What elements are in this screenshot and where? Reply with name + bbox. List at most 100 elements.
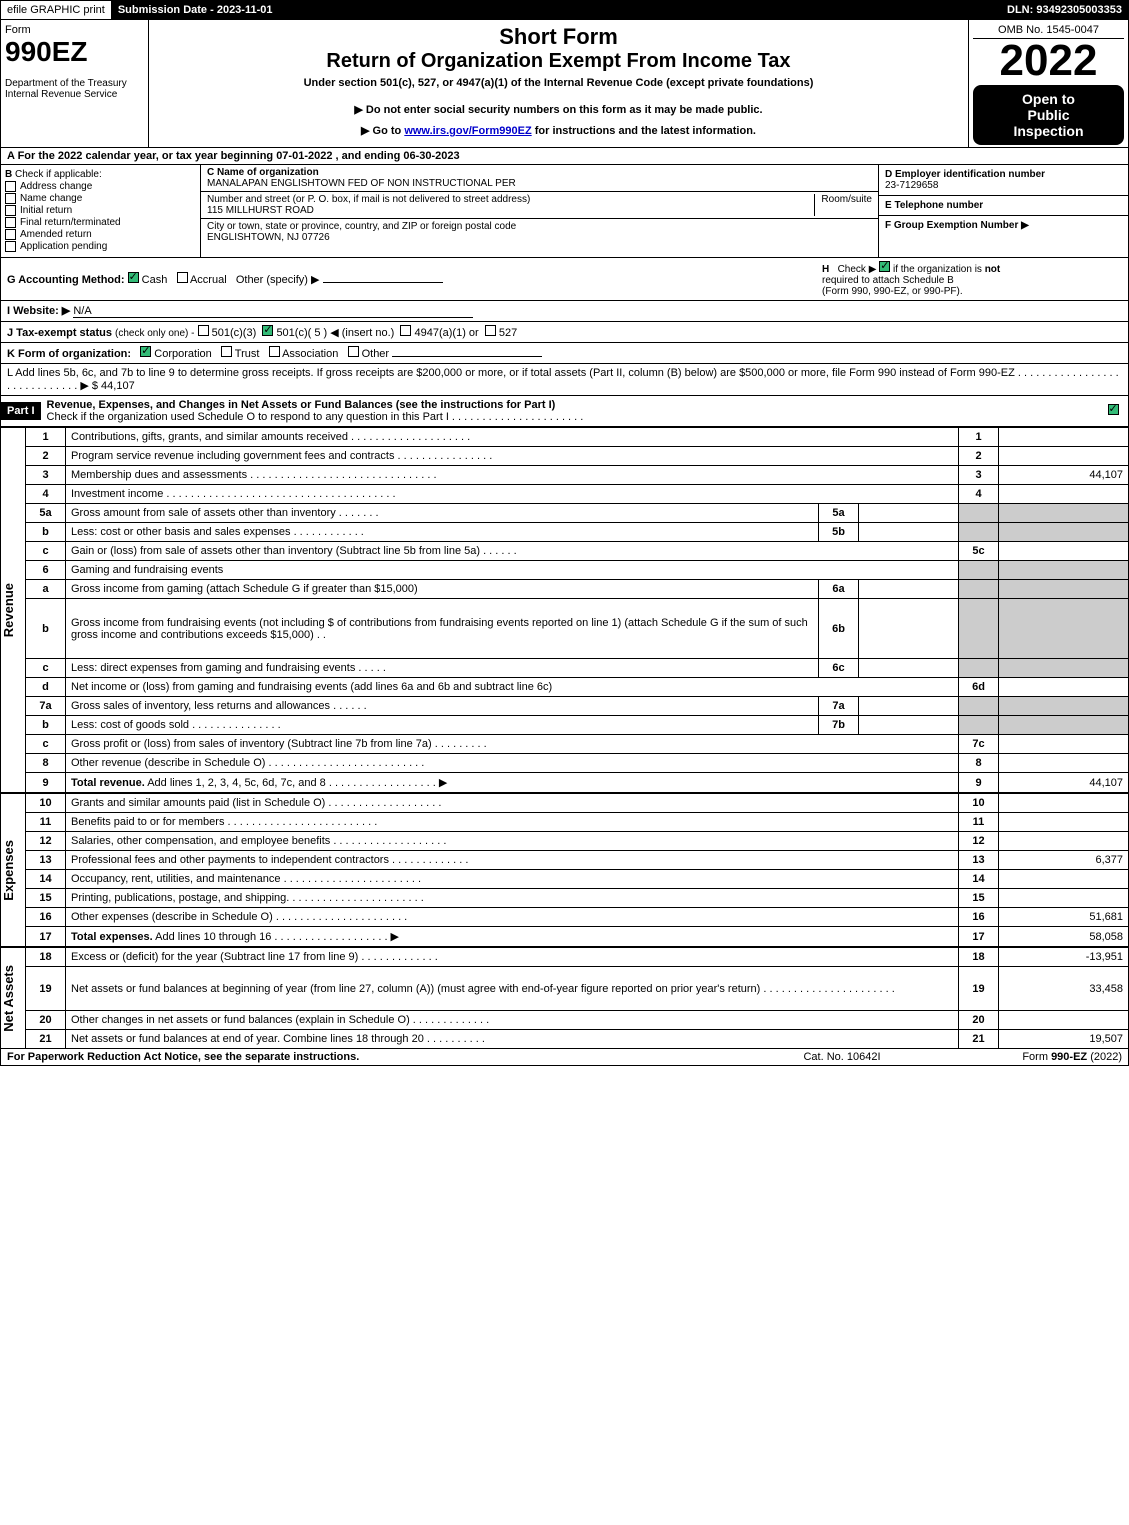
amount-shaded — [999, 561, 1129, 580]
sub-line-number: 7b — [819, 716, 859, 735]
city-label: City or town, state or province, country… — [207, 221, 872, 232]
ein-value: 23-7129658 — [885, 180, 1122, 191]
line-ref: 2 — [959, 447, 999, 466]
line-amount — [999, 447, 1129, 466]
cb-501c3[interactable] — [198, 325, 209, 336]
part1-check[interactable] — [1098, 401, 1128, 421]
line-ref: 16 — [959, 908, 999, 927]
line-amount — [999, 542, 1129, 561]
line-amount: 58,058 — [999, 927, 1129, 947]
cb-initial-return[interactable]: Initial return — [5, 205, 196, 216]
h-text3: required to attach Schedule B — [822, 275, 954, 286]
top-bar: efile GRAPHIC print Submission Date - 20… — [0, 0, 1129, 20]
cb-final-return[interactable]: Final return/terminated — [5, 217, 196, 228]
line-desc: Professional fees and other payments to … — [66, 851, 959, 870]
line-number: 16 — [26, 908, 66, 927]
table-row: bLess: cost or other basis and sales exp… — [1, 523, 1129, 542]
line-number: 3 — [26, 466, 66, 485]
table-row: 5aGross amount from sale of assets other… — [1, 504, 1129, 523]
line-amount — [999, 678, 1129, 697]
subtitle: Under section 501(c), 527, or 4947(a)(1)… — [157, 77, 960, 89]
inspection-line3: Inspection — [979, 123, 1118, 139]
part1-content: Revenue, Expenses, and Changes in Net As… — [41, 396, 1098, 426]
footer-form-post: (2022) — [1087, 1051, 1122, 1063]
other-blank[interactable] — [323, 282, 443, 283]
table-row: dNet income or (loss) from gaming and fu… — [1, 678, 1129, 697]
cb-schedule-b[interactable] — [879, 261, 890, 272]
section-bcdef: B Check if applicable: Address change Na… — [0, 165, 1129, 258]
i-label: I Website: ▶ — [7, 305, 70, 317]
org-name-cell: C Name of organization MANALAPAN ENGLISH… — [201, 165, 878, 192]
cb-label: Initial return — [20, 205, 72, 216]
line-number: d — [26, 678, 66, 697]
cb-other-org[interactable] — [348, 346, 359, 357]
addr-label: Number and street (or P. O. box, if mail… — [207, 194, 530, 205]
cb-name-change[interactable]: Name change — [5, 193, 196, 204]
line-desc: Other revenue (describe in Schedule O) .… — [66, 754, 959, 773]
cb-amended-return[interactable]: Amended return — [5, 229, 196, 240]
table-row: bGross income from fundraising events (n… — [1, 599, 1129, 659]
line-ref-shaded — [959, 697, 999, 716]
note1: ▶ Do not enter social security numbers o… — [157, 103, 960, 116]
line-number: c — [26, 659, 66, 678]
opt-assoc: Association — [282, 348, 338, 360]
line-desc: Other changes in net assets or fund bala… — [66, 1011, 959, 1030]
line-amount: 19,507 — [999, 1030, 1129, 1049]
cb-association[interactable] — [269, 346, 280, 357]
h-text2: if the organization is — [893, 264, 985, 275]
cb-accrual[interactable] — [177, 272, 188, 283]
line-desc: Less: direct expenses from gaming and fu… — [66, 659, 819, 678]
line-amount — [999, 794, 1129, 813]
website-value: N/A — [73, 305, 473, 318]
table-row: 16Other expenses (describe in Schedule O… — [1, 908, 1129, 927]
line-desc: Total revenue. Add lines 1, 2, 3, 4, 5c,… — [66, 773, 959, 793]
group-label: F Group Exemption Number ▶ — [885, 220, 1029, 231]
amount-shaded — [999, 716, 1129, 735]
table-row: 20Other changes in net assets or fund ba… — [1, 1011, 1129, 1030]
line-ref: 21 — [959, 1030, 999, 1049]
table-row: 8Other revenue (describe in Schedule O) … — [1, 754, 1129, 773]
cb-cash[interactable] — [128, 272, 139, 283]
cb-trust[interactable] — [221, 346, 232, 357]
sub-line-value — [859, 716, 959, 735]
line-desc: Occupancy, rent, utilities, and maintena… — [66, 870, 959, 889]
opt-corp: Corporation — [154, 348, 211, 360]
expenses-table: Expenses10Grants and similar amounts pai… — [0, 793, 1129, 947]
line-number: 5a — [26, 504, 66, 523]
cb-4947[interactable] — [400, 325, 411, 336]
topbar-spacer — [280, 1, 1002, 19]
line-amount: 44,107 — [999, 466, 1129, 485]
line-number: 4 — [26, 485, 66, 504]
h-text4: (Form 990, 990-EZ, or 990-PF). — [822, 286, 963, 297]
cb-address-change[interactable]: Address change — [5, 181, 196, 192]
efile-label[interactable]: efile GRAPHIC print — [1, 1, 112, 19]
amount-shaded — [999, 697, 1129, 716]
vertical-section-label: Expenses — [1, 794, 26, 947]
dln-label: DLN: 93492305003353 — [1001, 1, 1128, 19]
header-center: Short Form Return of Organization Exempt… — [149, 20, 968, 147]
cb-527[interactable] — [485, 325, 496, 336]
opt-cash: Cash — [142, 274, 168, 286]
vertical-section-label: Net Assets — [1, 948, 26, 1049]
cb-label: Final return/terminated — [20, 217, 121, 228]
row-i: I Website: ▶ N/A — [0, 301, 1129, 322]
row-h: H Check ▶ if the organization is not req… — [822, 261, 1122, 297]
row-k: K Form of organization: Corporation Trus… — [0, 343, 1129, 364]
sub-line-value — [859, 504, 959, 523]
column-c: C Name of organization MANALAPAN ENGLISH… — [201, 165, 878, 257]
submission-date: Submission Date - 2023-11-01 — [112, 1, 280, 19]
column-def: D Employer identification number 23-7129… — [878, 165, 1128, 257]
cb-application-pending[interactable]: Application pending — [5, 241, 196, 252]
sub-line-number: 6a — [819, 580, 859, 599]
inspection-line2: Public — [979, 107, 1118, 123]
line-ref-shaded — [959, 599, 999, 659]
b-check-label: Check if applicable: — [15, 169, 102, 180]
footer-form-no: 990-EZ — [1051, 1051, 1087, 1063]
irs-link[interactable]: www.irs.gov/Form990EZ — [404, 125, 531, 137]
other-org-blank[interactable] — [392, 356, 542, 357]
cb-501c[interactable] — [262, 325, 273, 336]
line-number: 2 — [26, 447, 66, 466]
line-desc: Total expenses. Add lines 10 through 16 … — [66, 927, 959, 947]
cb-corporation[interactable] — [140, 346, 151, 357]
line-amount — [999, 485, 1129, 504]
